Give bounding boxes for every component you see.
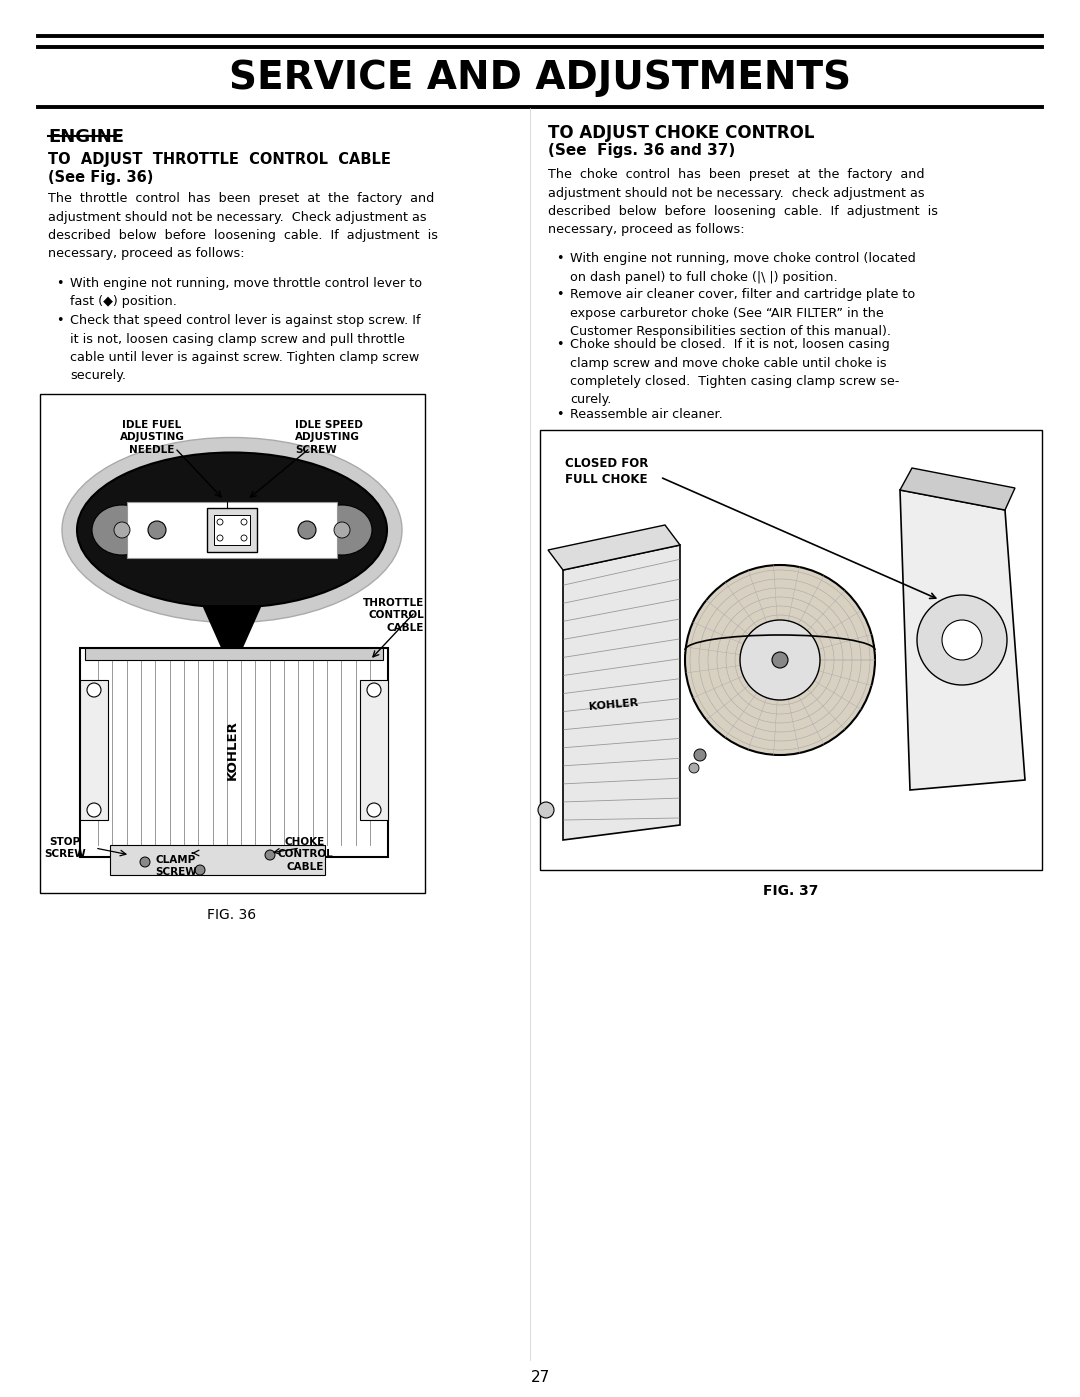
- Text: (See Fig. 36): (See Fig. 36): [48, 170, 153, 184]
- Bar: [80, 680, 108, 820]
- Circle shape: [87, 803, 102, 817]
- Ellipse shape: [312, 504, 372, 555]
- Circle shape: [140, 856, 150, 868]
- Text: STOP
SCREW: STOP SCREW: [44, 837, 86, 859]
- Text: FIG. 36: FIG. 36: [207, 908, 257, 922]
- Bar: [40, 394, 426, 893]
- Text: IDLE FUEL
ADJUSTING
NEEDLE: IDLE FUEL ADJUSTING NEEDLE: [120, 420, 185, 455]
- Circle shape: [241, 520, 247, 525]
- Circle shape: [538, 802, 554, 819]
- Bar: [127, 502, 337, 557]
- Polygon shape: [548, 525, 680, 570]
- Circle shape: [265, 849, 275, 861]
- Text: TO  ADJUST  THROTTLE  CONTROL  CABLE: TO ADJUST THROTTLE CONTROL CABLE: [48, 152, 391, 168]
- Text: KOHLER: KOHLER: [226, 719, 239, 780]
- Circle shape: [917, 595, 1007, 685]
- Text: Check that speed control lever is against stop screw. If
it is not, loosen casin: Check that speed control lever is agains…: [70, 314, 420, 383]
- Polygon shape: [202, 605, 262, 650]
- Circle shape: [148, 521, 166, 539]
- Circle shape: [217, 535, 222, 541]
- Text: IDLE SPEED
ADJUSTING
SCREW: IDLE SPEED ADJUSTING SCREW: [295, 420, 363, 455]
- Text: SERVICE AND ADJUSTMENTS: SERVICE AND ADJUSTMENTS: [229, 59, 851, 96]
- Ellipse shape: [62, 437, 402, 623]
- Circle shape: [334, 522, 350, 538]
- Text: The  choke  control  has  been  preset  at  the  factory  and
adjustment should : The choke control has been preset at the…: [548, 168, 939, 236]
- Circle shape: [367, 803, 381, 817]
- Text: •: •: [56, 314, 64, 327]
- Bar: [360, 680, 388, 820]
- Text: TO ADJUST CHOKE CONTROL: TO ADJUST CHOKE CONTROL: [548, 124, 814, 142]
- Circle shape: [114, 522, 130, 538]
- Text: Choke should be closed.  If it is not, loosen casing
clamp screw and move choke : Choke should be closed. If it is not, lo…: [570, 338, 900, 407]
- Text: FIG. 37: FIG. 37: [764, 884, 819, 898]
- Text: The  throttle  control  has  been  preset  at  the  factory  and
adjustment shou: The throttle control has been preset at …: [48, 191, 438, 260]
- Text: •: •: [556, 338, 564, 351]
- Bar: [110, 845, 325, 875]
- Circle shape: [298, 521, 316, 539]
- Text: •: •: [556, 251, 564, 265]
- Circle shape: [367, 683, 381, 697]
- Bar: [85, 648, 383, 659]
- Circle shape: [87, 683, 102, 697]
- Circle shape: [942, 620, 982, 659]
- Ellipse shape: [77, 453, 387, 608]
- Bar: [80, 648, 388, 856]
- Text: CLOSED FOR
FULL CHOKE: CLOSED FOR FULL CHOKE: [565, 457, 648, 486]
- Bar: [540, 430, 1042, 870]
- Polygon shape: [900, 490, 1025, 789]
- Text: •: •: [556, 288, 564, 300]
- Bar: [207, 509, 257, 552]
- Circle shape: [195, 865, 205, 875]
- Circle shape: [241, 535, 247, 541]
- Text: THROTTLE
CONTROL
CABLE: THROTTLE CONTROL CABLE: [363, 598, 424, 633]
- Text: With engine not running, move choke control (located
on dash panel) to full chok: With engine not running, move choke cont…: [570, 251, 916, 284]
- Polygon shape: [900, 468, 1015, 510]
- Text: CLAMP
SCREW: CLAMP SCREW: [156, 855, 197, 877]
- Text: Remove air cleaner cover, filter and cartridge plate to
expose carburetor choke : Remove air cleaner cover, filter and car…: [570, 288, 915, 338]
- Text: •: •: [556, 408, 564, 420]
- Circle shape: [217, 520, 222, 525]
- Ellipse shape: [92, 504, 152, 555]
- Circle shape: [694, 749, 706, 761]
- Text: ENGINE: ENGINE: [48, 129, 124, 147]
- Bar: [214, 515, 249, 545]
- Text: With engine not running, move throttle control lever to
fast (◆) position.: With engine not running, move throttle c…: [70, 277, 422, 309]
- Text: (See  Figs. 36 and 37): (See Figs. 36 and 37): [548, 142, 735, 158]
- Text: 27: 27: [530, 1370, 550, 1384]
- Circle shape: [772, 652, 788, 668]
- Text: •: •: [56, 277, 64, 291]
- Text: Reassemble air cleaner.: Reassemble air cleaner.: [570, 408, 723, 420]
- Text: CHOKE
CONTROL
CABLE: CHOKE CONTROL CABLE: [278, 837, 333, 872]
- Circle shape: [689, 763, 699, 773]
- Polygon shape: [563, 545, 680, 840]
- Circle shape: [685, 564, 875, 754]
- Text: KOHLER: KOHLER: [589, 698, 639, 712]
- Circle shape: [740, 620, 820, 700]
